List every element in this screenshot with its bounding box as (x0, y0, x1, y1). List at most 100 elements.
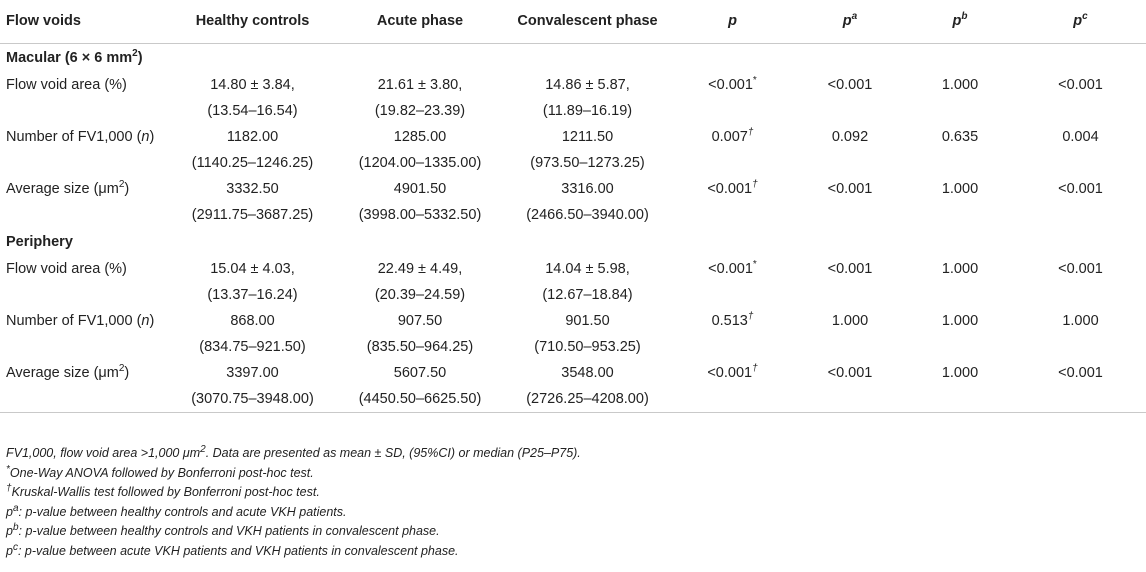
header-pc: pc (1073, 11, 1088, 30)
acute-value: 5607.50 (393, 364, 447, 381)
acute-ci: (4450.50–6625.50) (358, 390, 482, 407)
acute-value: 907.50 (397, 312, 443, 329)
row-label: Flow void area (%) (6, 76, 127, 93)
table-row: Number of FV1,000 (n) 868.00 907.50 901.… (0, 308, 1146, 334)
acute-value: 21.61 ± 3.80, (377, 76, 463, 93)
flow-voids-table: Flow voids Healthy controls Acute phase … (0, 0, 1146, 413)
table-row: Flow void area (%) 15.04 ± 4.03, 22.49 ±… (0, 256, 1146, 282)
row-label: Number of FV1,000 (n) (6, 128, 155, 145)
acute-ci: (19.82–23.39) (374, 102, 466, 119)
acute-value: 22.49 ± 4.49, (377, 260, 463, 277)
healthy-ci: (2911.75–3687.25) (191, 206, 314, 223)
footnote-pb: pb: p-value between healthy controls and… (6, 521, 440, 538)
row-label: Average size (μm2) (6, 362, 130, 381)
acute-ci: (1204.00–1335.00) (358, 154, 482, 171)
healthy-value: 3397.00 (226, 364, 279, 381)
pa-value: 0.092 (831, 128, 869, 145)
healthy-value: 15.04 ± 4.03, (210, 260, 295, 277)
convalescent-value: 3316.00 (561, 180, 614, 197)
table-row-ci: (1140.25–1246.25) (1204.00–1335.00) (973… (0, 150, 1146, 176)
convalescent-value: 901.50 (565, 312, 610, 329)
p-value: <0.001† (707, 362, 758, 381)
row-label: Number of FV1,000 (n) (6, 312, 155, 329)
pc-value: <0.001 (1058, 364, 1103, 381)
convalescent-value: 14.04 ± 5.98, (545, 260, 630, 277)
table-row-ci: (2911.75–3687.25) (3998.00–5332.50) (246… (0, 202, 1146, 228)
row-label: Flow void area (%) (6, 260, 127, 277)
section-title: Periphery (6, 233, 73, 250)
pb-value: 1.000 (941, 76, 979, 93)
footnote-kruskal: †Kruskal-Wallis test followed by Bonferr… (6, 482, 320, 499)
healthy-value: 3332.50 (226, 180, 279, 197)
section-macular: Macular (6 × 6 mm2) (0, 43, 1146, 72)
table-footnotes: FV1,000, flow void area >1,000 μm2. Data… (6, 444, 581, 561)
pc-value: <0.001 (1058, 260, 1103, 277)
convalescent-value: 1211.50 (561, 128, 614, 145)
p-value: 0.007† (711, 126, 754, 145)
healthy-ci: (13.54–16.54) (207, 102, 298, 119)
header-pb: pb (952, 11, 968, 30)
convalescent-ci: (12.67–18.84) (542, 286, 633, 303)
p-value: <0.001† (707, 178, 758, 197)
table-row-ci: (3070.75–3948.00) (4450.50–6625.50) (272… (0, 386, 1146, 413)
table-row-ci: (13.54–16.54) (19.82–23.39) (11.89–16.19… (0, 98, 1146, 124)
header-acute-phase: Acute phase (376, 13, 464, 30)
footnote-anova: *One-Way ANOVA followed by Bonferroni po… (6, 463, 314, 480)
acute-value: 1285.00 (393, 128, 447, 145)
header-convalescent-phase: Convalescent phase (517, 13, 658, 30)
footnote-pa: pa: p-value between healthy controls and… (6, 502, 347, 519)
p-value: <0.001* (708, 74, 757, 93)
acute-ci: (20.39–24.59) (374, 286, 466, 303)
table-row: Average size (μm2) 3332.50 4901.50 3316.… (0, 176, 1146, 202)
pb-value: 1.000 (941, 312, 979, 329)
pb-value: 1.000 (941, 260, 979, 277)
footnote-pc: pc: p-value between acute VKH patients a… (6, 541, 459, 558)
pa-value: <0.001 (827, 180, 873, 197)
p-value: 0.513† (711, 310, 754, 329)
convalescent-ci: (973.50–1273.25) (530, 154, 645, 171)
pb-value: 1.000 (941, 364, 979, 381)
pa-value: 1.000 (831, 312, 869, 329)
pa-value: <0.001 (827, 76, 873, 93)
convalescent-ci: (710.50–953.25) (534, 338, 641, 355)
header-pa: pa (842, 11, 858, 30)
convalescent-value: 3548.00 (561, 364, 614, 381)
acute-ci: (3998.00–5332.50) (358, 206, 482, 223)
healthy-value: 1182.00 (226, 128, 279, 145)
acute-ci: (835.50–964.25) (366, 338, 474, 355)
section-periphery: Periphery (0, 228, 1146, 256)
section-title: Macular (6 × 6 mm2) (6, 47, 143, 66)
pb-value: 1.000 (941, 180, 979, 197)
pa-value: <0.001 (827, 364, 873, 381)
convalescent-ci: (11.89–16.19) (542, 102, 633, 119)
header-healthy-controls: Healthy controls (195, 13, 310, 30)
row-label: Average size (μm2) (6, 178, 130, 197)
pc-value: 0.004 (1062, 128, 1099, 145)
pa-value: <0.001 (827, 260, 873, 277)
pb-value: 0.635 (941, 128, 979, 145)
convalescent-ci: (2726.25–4208.00) (526, 390, 649, 407)
header-p: p (728, 13, 737, 30)
healthy-value: 868.00 (230, 312, 275, 329)
acute-value: 4901.50 (393, 180, 447, 197)
header-row: Flow voids Healthy controls Acute phase … (0, 0, 1146, 43)
healthy-ci: (834.75–921.50) (199, 338, 306, 355)
healthy-ci: (1140.25–1246.25) (191, 154, 314, 171)
p-value: <0.001* (708, 258, 757, 277)
table-row: Average size (μm2) 3397.00 5607.50 3548.… (0, 360, 1146, 386)
pc-value: <0.001 (1058, 180, 1103, 197)
table-row: Flow void area (%) 14.80 ± 3.84, 21.61 ±… (0, 72, 1146, 98)
convalescent-value: 14.86 ± 5.87, (545, 76, 630, 93)
convalescent-ci: (2466.50–3940.00) (526, 206, 649, 223)
healthy-ci: (3070.75–3948.00) (191, 390, 314, 407)
table-row: Number of FV1,000 (n) 1182.00 1285.00 12… (0, 124, 1146, 150)
pc-value: 1.000 (1062, 312, 1099, 329)
table-row-ci: (13.37–16.24) (20.39–24.59) (12.67–18.84… (0, 282, 1146, 308)
header-flow-voids: Flow voids (6, 13, 81, 30)
table-row-ci: (834.75–921.50) (835.50–964.25) (710.50–… (0, 334, 1146, 360)
healthy-ci: (13.37–16.24) (207, 286, 298, 303)
healthy-value: 14.80 ± 3.84, (210, 76, 295, 93)
pc-value: <0.001 (1058, 76, 1103, 93)
footnote-abbrev: FV1,000, flow void area >1,000 μm2. Data… (6, 443, 581, 460)
